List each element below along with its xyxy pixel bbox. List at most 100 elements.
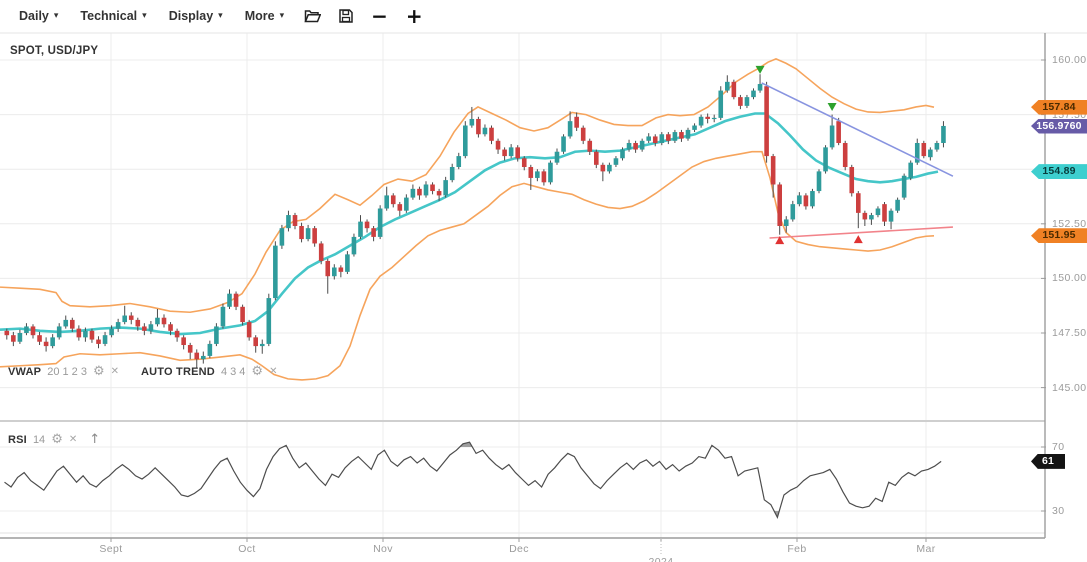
time-tick-label: Oct [238,543,256,555]
price-tick-label: 145.00 [1052,381,1087,394]
candle-body [233,293,239,307]
candle-body [397,204,403,211]
candle-body [705,116,710,119]
candle-body [764,86,769,157]
candle-body [168,324,173,331]
candle-body [613,158,619,165]
candle-body [128,315,134,320]
candle-body [744,97,750,106]
settings-icon[interactable]: ⚙ [51,432,63,447]
upper-band-price-badge: 157.84 [1031,99,1087,115]
candle-body [279,228,285,246]
candle-body [155,317,160,325]
candle-body [757,84,763,91]
candle-body [142,326,147,331]
autotrend-indicator-params: 4 3 4 [220,365,246,378]
candle-body [561,136,566,152]
candle-body [89,330,95,340]
candle-body [836,121,841,143]
close-icon[interactable]: ✕ [68,433,78,445]
candle-body [666,134,671,141]
candle-body [259,343,265,347]
candle-body [783,219,789,226]
candle-body [443,180,448,196]
settings-icon[interactable]: ⚙ [92,364,105,379]
close-icon[interactable]: ✕ [269,365,278,377]
toolbar: Daily ▾ Technical ▾ Display ▾ More ▾ [0,0,1087,32]
menu-more[interactable]: More ▾ [234,9,295,23]
candle-body [463,125,468,157]
candle-body [515,147,520,159]
candle-body [358,221,363,237]
candle-body [777,184,782,226]
candle-body [371,228,376,237]
candle-body [410,188,416,198]
candle-body [227,293,232,307]
save-button[interactable] [330,1,362,31]
candle-body [56,326,62,338]
menu-timeframe-daily[interactable]: Daily ▾ [8,9,69,23]
candle-body [928,149,933,158]
menu-display[interactable]: Display ▾ [158,9,234,23]
vwap-center-line [0,112,939,336]
candle-body [115,322,121,329]
candle-body [489,127,494,141]
candles [4,74,946,368]
candle-body [914,142,920,163]
candle-body [495,140,501,150]
candle-body [364,221,370,229]
candle-body [731,81,737,98]
candle-body [888,210,894,222]
candle-body [508,147,514,157]
menu-technical[interactable]: Technical ▾ [69,9,157,23]
candle-body [875,208,881,216]
settings-icon[interactable]: ⚙ [251,364,264,379]
sell-signal-icon [755,65,765,74]
move-panel-up-icon[interactable]: ↑ [89,432,101,447]
vwap-price-badge: 154.89 [1031,164,1087,180]
candle-body [725,81,730,91]
candle-body [672,132,678,141]
close-icon[interactable]: ✕ [110,365,120,377]
vwap-bands [0,58,935,381]
candle-body [292,215,298,226]
candle-body [4,330,10,336]
candle-body [921,142,927,157]
candle-body [83,330,88,338]
time-tick-label: Dec [509,543,529,555]
candle-body [214,326,219,344]
candle-body [63,319,69,327]
auto-trendlines [761,82,954,239]
open-layout-button[interactable] [295,1,330,31]
candle-body [652,136,658,143]
rsi-tick-label: 70 [1052,441,1065,453]
time-tick-label: Mar [916,543,936,555]
candle-body [305,228,311,240]
candle-body [456,156,462,168]
candle-body [901,175,907,198]
candle-body [76,328,82,338]
chevron-down-icon: ▾ [218,11,223,21]
candle-body [266,298,272,344]
candle-body [253,337,258,347]
candle-body [580,127,586,141]
zoom-out-button[interactable]: − [362,1,397,31]
sell-signal-icon [827,102,837,111]
candle-body [698,116,704,126]
candle-body [201,355,206,360]
candle-body [620,149,625,159]
candle-body [646,136,651,141]
candle-body [174,330,180,338]
candle-body [541,171,547,183]
rsi-plot [4,441,942,520]
candle-body [135,319,141,327]
candle-body [895,199,900,211]
zoom-in-button[interactable]: + [397,1,432,31]
candle-body [404,197,409,211]
candle-body [842,142,848,168]
candle-body [587,140,593,152]
candle-body [469,118,475,126]
price-tick-label: 147.50 [1052,327,1087,339]
